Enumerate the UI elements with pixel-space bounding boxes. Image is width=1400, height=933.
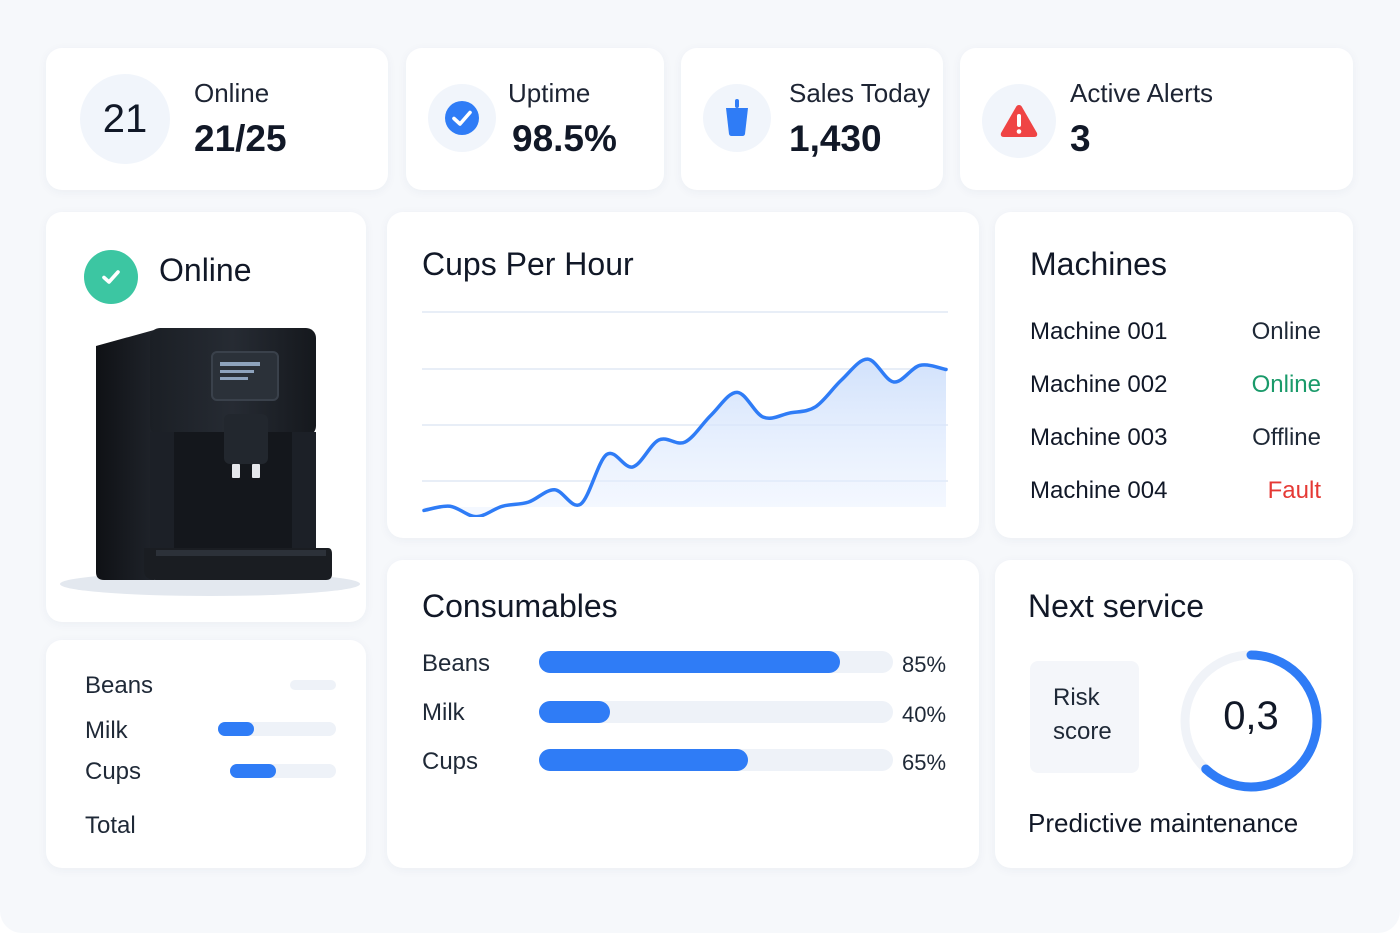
- levels-cups-label: Cups: [85, 758, 142, 785]
- risk-score-box: Risk score: [1030, 661, 1139, 773]
- machines-card[interactable]: Machines Machine 001 Online Machine 002 …: [995, 212, 1353, 538]
- cups-per-hour-card[interactable]: Cups Per Hour: [387, 212, 979, 538]
- levels-cups-fill: [230, 764, 276, 778]
- machine-status-label: Online: [159, 252, 252, 288]
- kpi-alerts-label: Active Alerts: [1070, 78, 1214, 108]
- kpi-uptime-label: Uptime: [508, 78, 591, 108]
- machine-status-card[interactable]: Online: [46, 212, 366, 622]
- next-service-title: Next service: [1028, 588, 1205, 624]
- alert-triangle-icon: [1000, 105, 1038, 137]
- next-service-card[interactable]: Next service Risk score 0,3 Predictive m…: [995, 560, 1353, 868]
- kpi-alerts-value: 3: [1070, 118, 1091, 159]
- online-count-badge-text: 21: [102, 96, 148, 141]
- cups-chart-area: [424, 359, 946, 517]
- consumables-title: Consumables: [422, 588, 618, 624]
- levels-beans-label: Beans: [85, 672, 154, 699]
- machine-row-name[interactable]: Machine 001: [1030, 318, 1168, 345]
- levels-milk-bar: [218, 722, 336, 736]
- machine-row-status: Online: [1251, 318, 1321, 345]
- consumable-cups-fill: [539, 749, 748, 771]
- risk-label-line1: Risk: [1053, 684, 1100, 711]
- consumables-card[interactable]: Consumables Beans 85% Milk 40% Cups 65%: [387, 560, 979, 868]
- consumable-cups-pct: 65%: [902, 750, 947, 775]
- kpi-card-online[interactable]: 21 Online 21/25: [46, 48, 388, 190]
- alerts-icon-wrap: [982, 84, 1056, 158]
- kpi-sales-value: 1,430: [789, 118, 882, 159]
- cup-icon: [726, 99, 748, 136]
- consumable-milk-bar: [539, 701, 893, 723]
- kpi-online-value: 21/25: [194, 118, 287, 159]
- consumable-cups-label: Cups: [422, 748, 479, 775]
- consumable-milk-pct: 40%: [902, 702, 947, 727]
- online-count-badge: 21: [80, 74, 170, 164]
- cups-chart: [422, 311, 948, 517]
- check-circle-icon: [445, 101, 479, 135]
- machine-row-name[interactable]: Machine 004: [1030, 477, 1168, 504]
- coffee-machine-image: [60, 328, 360, 596]
- machine-row-status: Online: [1251, 371, 1321, 398]
- risk-gauge-arc: [1180, 650, 1322, 792]
- levels-total-label: Total: [85, 812, 136, 839]
- kpi-sales-label: Sales Today: [789, 78, 931, 108]
- risk-label-line2: score: [1053, 718, 1112, 745]
- levels-cups-bar: [230, 764, 336, 778]
- machine-row-name[interactable]: Machine 002: [1030, 371, 1168, 398]
- predictive-maintenance-label: Predictive maintenance: [1028, 808, 1299, 838]
- levels-card[interactable]: Beans Milk Cups Total: [46, 640, 366, 868]
- check-icon: [102, 270, 120, 284]
- sales-icon-wrap: [703, 84, 771, 152]
- consumable-milk-fill: [539, 701, 610, 723]
- machine-row-status: Offline: [1252, 424, 1321, 451]
- levels-milk-label: Milk: [85, 717, 128, 744]
- consumable-beans-fill: [539, 651, 840, 673]
- consumable-beans-label: Beans: [422, 650, 491, 677]
- consumable-cups-bar: [539, 749, 893, 771]
- cups-chart-title: Cups Per Hour: [422, 246, 634, 282]
- consumable-beans-bar: [539, 651, 893, 673]
- risk-score-value: 0,3: [1223, 694, 1279, 738]
- kpi-card-uptime[interactable]: Uptime 98.5%: [406, 48, 664, 190]
- kpi-online-label: Online: [194, 78, 270, 108]
- machines-title: Machines: [1030, 246, 1167, 282]
- kpi-uptime-value: 98.5%: [512, 118, 617, 159]
- risk-gauge: [1180, 650, 1322, 792]
- machine-row-status: Fault: [1267, 477, 1321, 504]
- kpi-card-alerts[interactable]: Active Alerts 3: [960, 48, 1353, 190]
- consumable-milk-label: Milk: [422, 699, 465, 726]
- levels-beans-bar: [290, 680, 336, 690]
- kpi-card-sales[interactable]: Sales Today 1,430: [681, 48, 943, 190]
- levels-milk-fill: [218, 722, 254, 736]
- machine-row-name[interactable]: Machine 003: [1030, 424, 1168, 451]
- consumable-beans-pct: 85%: [902, 652, 947, 677]
- uptime-icon-wrap: [428, 84, 496, 152]
- status-check-icon-wrap: [84, 250, 138, 304]
